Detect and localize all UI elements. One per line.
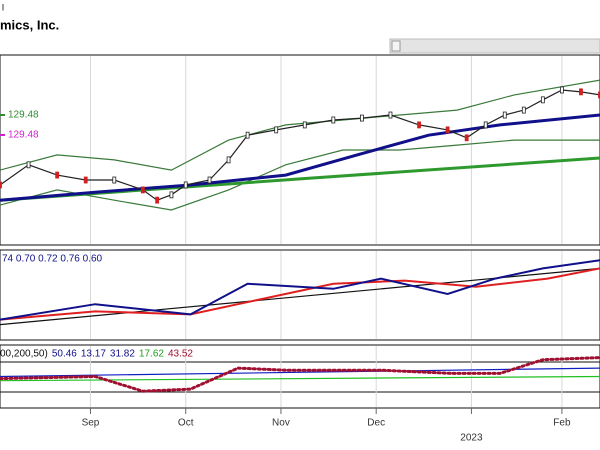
legend-label: 31.82 [110, 349, 135, 360]
candle [55, 171, 60, 179]
legend-label: 17.62 [139, 349, 164, 360]
candle [502, 111, 507, 119]
legend-label: 13.17 [81, 349, 106, 360]
x-tick-label: Dec [367, 418, 385, 429]
candle [226, 156, 231, 164]
series-line [0, 356, 600, 393]
legend-label: 129.48 [8, 110, 39, 121]
candle [112, 176, 117, 184]
candle [417, 121, 421, 129]
scroll-handle[interactable] [391, 40, 401, 52]
series-line [0, 367, 600, 378]
series-line [0, 375, 600, 382]
series-line [0, 267, 600, 321]
candle [464, 134, 469, 142]
chart-subtitle: l [2, 2, 4, 12]
candle [302, 121, 307, 129]
x-tick-label: 2023 [460, 433, 483, 444]
legend-label: 129.48 [8, 130, 39, 141]
candle [183, 181, 188, 189]
candle [245, 131, 250, 139]
candle [0, 181, 2, 189]
scrollbar[interactable] [389, 38, 600, 54]
legend-label: 50.46 [52, 349, 77, 360]
candle [169, 191, 174, 199]
x-tick-label: Oct [178, 418, 194, 429]
series-line [0, 79, 600, 171]
candle [388, 111, 393, 119]
series-line [0, 259, 600, 321]
candle [360, 114, 364, 122]
price-panel [0, 54, 600, 246]
candle [540, 96, 545, 104]
legend-label: 74 0.70 0.72 0.76 0.60 [2, 254, 103, 265]
candle [445, 126, 450, 134]
legend-label: 00,200,50) [0, 349, 48, 360]
chart-title: mics, Inc. [0, 17, 59, 32]
candle [483, 121, 488, 129]
candle [207, 176, 212, 184]
candle [579, 88, 583, 96]
x-tick-label: Sep [82, 418, 100, 429]
candle [26, 161, 31, 169]
legend-label: 43.52 [168, 349, 193, 360]
candle [521, 106, 526, 114]
candle [331, 116, 336, 124]
x-tick-label: Feb [553, 418, 571, 429]
series-line [0, 113, 600, 202]
candle [598, 91, 600, 99]
candle [274, 126, 279, 134]
candle [140, 186, 145, 194]
candle [83, 176, 88, 184]
x-tick-label: Nov [272, 418, 290, 429]
candle [155, 196, 160, 204]
indicator-panel [0, 249, 600, 341]
candle [560, 86, 564, 94]
series-line [0, 139, 600, 211]
oscillator-panel [0, 344, 600, 409]
